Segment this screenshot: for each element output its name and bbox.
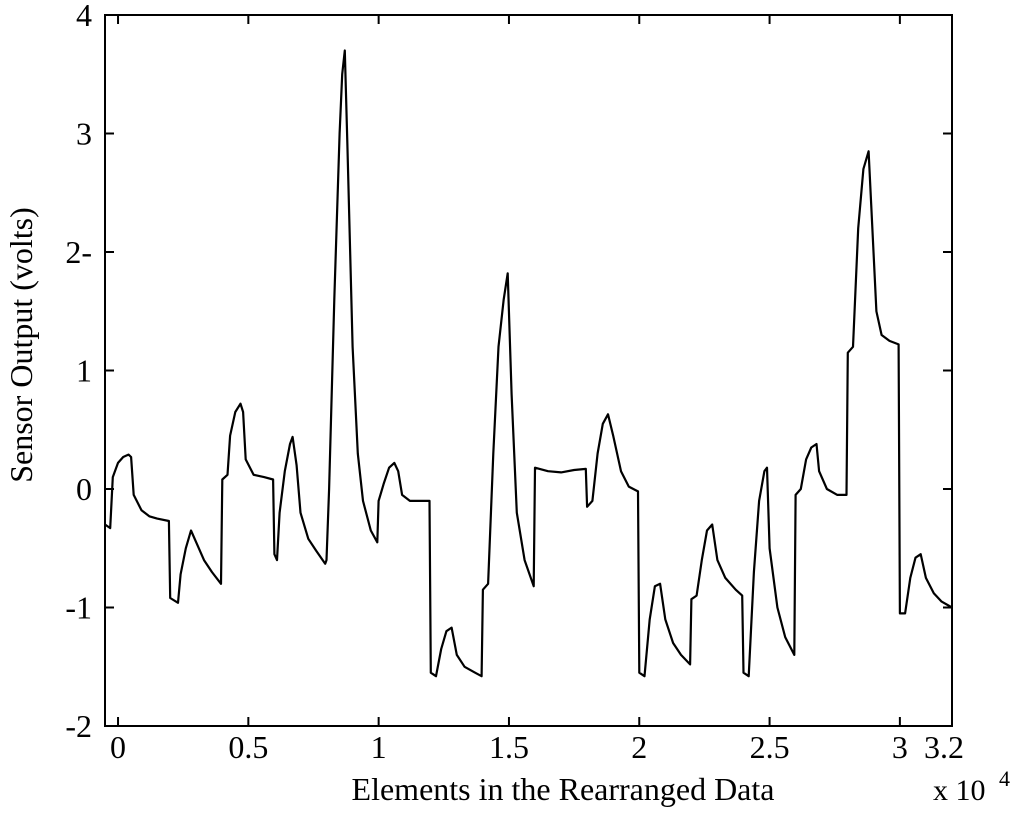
x-multiplier-exponent: 4	[999, 766, 1010, 791]
y-tick-label: 3	[76, 116, 92, 152]
x-axis-label: Elements in the Rearranged Data	[352, 771, 775, 807]
x-tick-label: 1.5	[489, 729, 529, 765]
series-line	[104, 49, 953, 678]
y-tick-label: -2	[65, 708, 92, 744]
y-axis-label: Sensor Output (volts)	[3, 207, 39, 483]
x-tick-label: 2.5	[750, 729, 790, 765]
y-tick-label: 1	[76, 353, 92, 389]
y-tick-label: 4	[76, 0, 92, 33]
y-tick-label: 0	[76, 471, 92, 507]
x-ticks: 0 0.5 1 1.5 2 2.5 3 3.2	[110, 15, 964, 765]
x-tick-label: 0	[110, 729, 126, 765]
y-tick-label: 2-	[65, 234, 92, 270]
y-tick-label: -1	[65, 590, 92, 626]
x-tick-label: 3.2	[924, 729, 964, 765]
y-ticks: 4 3 2- 1 0 -1 -2	[65, 0, 952, 744]
x-tick-label: 2	[631, 729, 647, 765]
x-multiplier-text: x 10	[933, 774, 986, 807]
x-tick-label: 1	[371, 729, 387, 765]
x-tick-label: 0.5	[228, 729, 268, 765]
plot-frame	[104, 14, 953, 727]
x-exponent-label: x 10 4	[933, 766, 1010, 807]
x-tick-label: 3	[892, 729, 908, 765]
